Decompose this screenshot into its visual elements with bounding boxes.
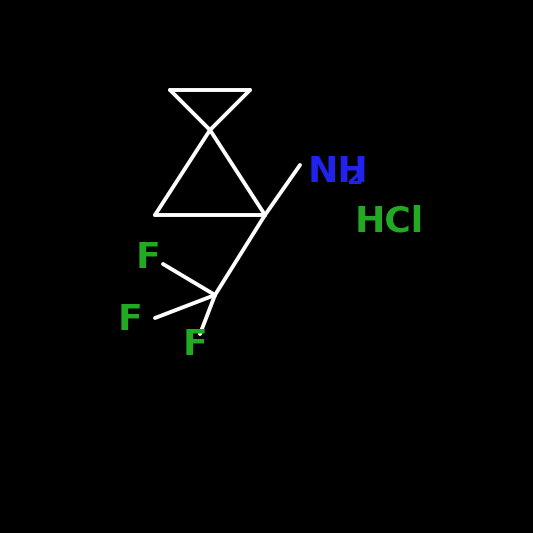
Text: F: F bbox=[183, 328, 207, 362]
Text: NH: NH bbox=[308, 155, 369, 189]
Text: HCl: HCl bbox=[355, 205, 424, 239]
Text: F: F bbox=[118, 303, 142, 337]
Text: F: F bbox=[135, 241, 160, 275]
Text: 2: 2 bbox=[346, 165, 362, 189]
